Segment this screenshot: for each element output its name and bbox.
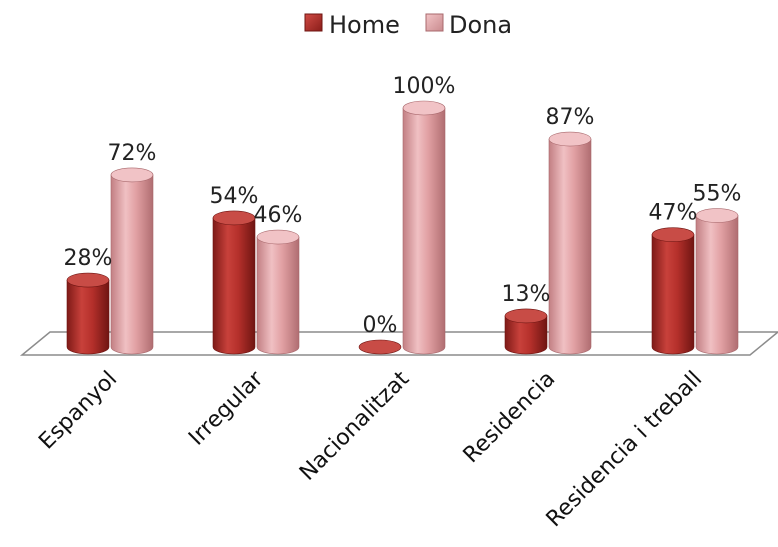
bar-top-dona-irregular	[256, 229, 300, 245]
x-axis-tick-labels: Espanyol Irregular Nacionalitzat Residencia…	[34, 366, 707, 532]
x-tick-label-espanyol: Espanyol	[34, 367, 122, 455]
legend-swatch-dona	[425, 13, 444, 32]
bar-dona-residencia	[548, 131, 592, 355]
bar-body-dona-residencia-i-treball	[695, 215, 739, 355]
bar-body-dona-nacionalitzat	[402, 107, 446, 355]
data-label-home-espanyol: 28%	[64, 246, 113, 271]
bar-body-dona-residencia	[548, 138, 592, 355]
bar-top-home-espanyol	[66, 272, 110, 288]
bar-home-residencia	[504, 308, 548, 355]
bar-body-home-irregular	[212, 217, 256, 355]
bar-top-home-nacionalitzat	[358, 339, 402, 355]
legend-item-home: Home	[304, 11, 400, 39]
bar-top-dona-residencia-i-treball	[695, 208, 739, 223]
bar-dona-espanyol	[110, 167, 154, 355]
bar-dona-irregular	[256, 229, 300, 355]
data-label-dona-espanyol: 72%	[108, 141, 157, 166]
x-tick-label-residencia-i-treball: Residencia i treball	[542, 367, 707, 532]
bar-top-dona-nacionalitzat	[402, 100, 446, 116]
bar-home-espanyol	[66, 272, 110, 355]
bar-home-irregular	[212, 210, 256, 355]
legend-item-dona: Dona	[425, 11, 512, 39]
bar-dona-nacionalitzat	[402, 100, 446, 355]
bar-home-residencia-i-treball	[651, 227, 695, 355]
data-label-home-residencia-i-treball: 47%	[649, 201, 698, 226]
x-tick-label-residencia: Residencia	[459, 367, 561, 469]
bar-top-home-residencia-i-treball	[651, 227, 695, 242]
data-labels: 28% 72% 54%46% 0% 100% 13% 87% 47%55%	[64, 74, 742, 338]
bar-body-home-residencia	[504, 315, 548, 355]
bar-body-dona-irregular	[256, 236, 300, 355]
data-label-dona-residencia-i-treball: 55%	[693, 182, 742, 207]
data-label-dona-nacionalitzat: 100%	[393, 74, 456, 99]
bar-body-home-residencia-i-treball	[651, 234, 695, 355]
data-label-home-nacionalitzat: 0%	[363, 313, 398, 338]
data-label-home-irregular: 54%	[210, 184, 259, 209]
data-label-home-residencia: 13%	[502, 282, 551, 307]
bar-dona-residencia-i-treball	[695, 208, 739, 355]
x-tick-label-irregular: Irregular	[184, 366, 269, 451]
bar-top-dona-residencia	[548, 131, 592, 147]
bar-top-dona-espanyol	[110, 167, 154, 183]
bar-top-home-irregular	[212, 210, 256, 226]
bars	[66, 100, 739, 355]
data-label-dona-residencia: 87%	[546, 105, 595, 130]
bar-top-home-residencia	[504, 308, 548, 324]
legend-label-dona: Dona	[449, 11, 512, 39]
data-label-dona-irregular: 46%	[254, 203, 303, 228]
bar-body-home-espanyol	[66, 279, 110, 355]
legend-label-home: Home	[329, 11, 400, 39]
legend-swatch-home	[304, 13, 323, 32]
bar-body-dona-espanyol	[110, 174, 154, 355]
x-tick-label-nacionalitzat: Nacionalitzat	[295, 366, 414, 485]
bar-home-nacionalitzat	[358, 339, 402, 355]
legend: Home Dona	[304, 11, 512, 39]
